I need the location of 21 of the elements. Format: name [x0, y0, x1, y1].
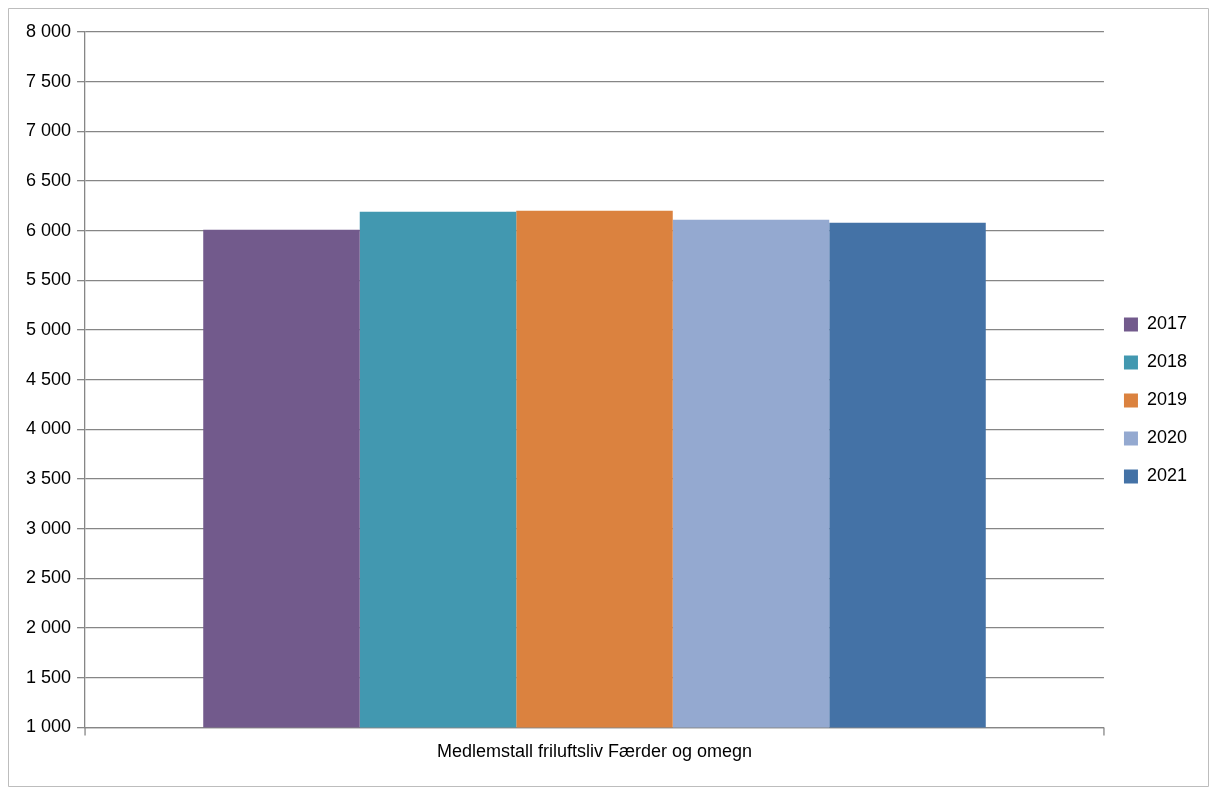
- y-tick-label: 1 000: [26, 716, 72, 737]
- y-tick-label: 5 000: [26, 319, 72, 339]
- y-tick-label: 4 500: [26, 368, 72, 389]
- y-tick-label: 1 500: [26, 666, 72, 687]
- legend-label: 2019: [1146, 389, 1187, 410]
- y-tick-label: 3 500: [26, 468, 72, 489]
- legend-label: 2020: [1146, 427, 1187, 448]
- y-tick-label: 3 000: [26, 517, 72, 538]
- x-tick-label: Medlemstall friluftsliv Færder og omegn: [436, 741, 753, 762]
- legend-label: 2021: [1146, 465, 1187, 486]
- y-tick-label: 2 500: [26, 567, 72, 588]
- y-tick-label: 6 500: [26, 169, 72, 190]
- legend-label: 2017: [1146, 313, 1187, 334]
- y-tick-label: 6 000: [26, 219, 72, 240]
- y-tick-label: 2 000: [26, 617, 72, 638]
- y-tick-label: 8 000: [26, 20, 72, 41]
- y-tick-label: 5 500: [26, 269, 72, 290]
- legend-label: 2018: [1146, 351, 1187, 372]
- y-tick-label: 4 000: [26, 418, 72, 439]
- y-tick-label: 7 000: [26, 120, 72, 141]
- y-tick-label: 7 500: [26, 70, 72, 91]
